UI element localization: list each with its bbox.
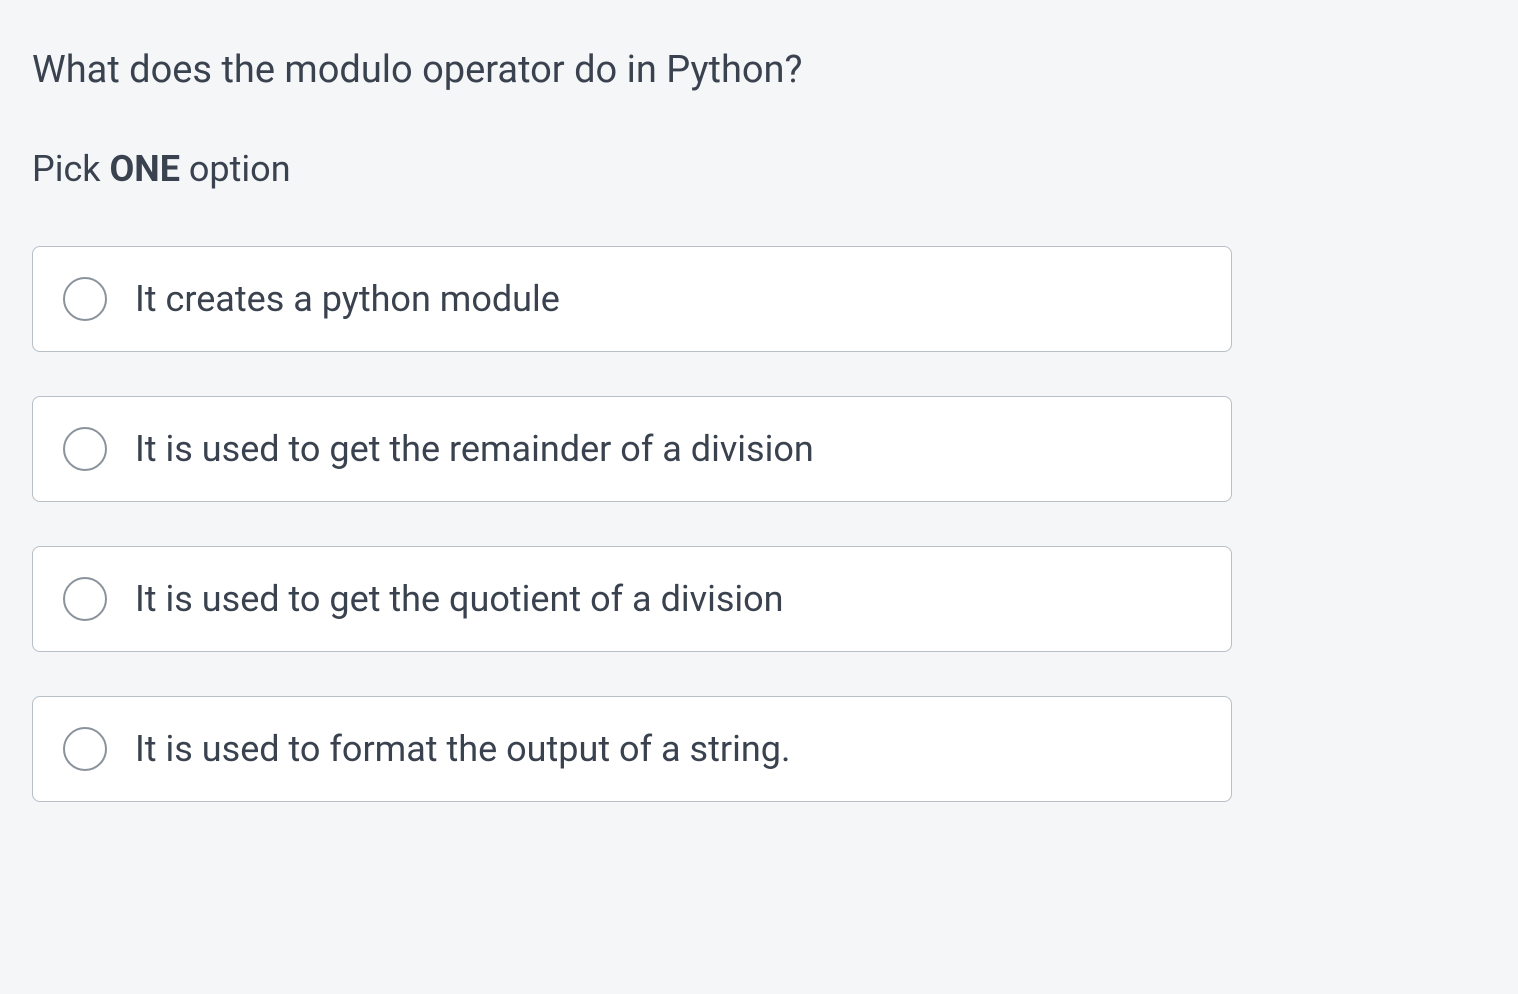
instruction-prefix: Pick — [32, 148, 109, 190]
option-2[interactable]: It is used to get the remainder of a div… — [32, 396, 1232, 502]
radio-circle-icon — [63, 277, 107, 321]
option-4[interactable]: It is used to format the output of a str… — [32, 696, 1232, 802]
radio-circle-icon — [63, 727, 107, 771]
options-container: It creates a python module It is used to… — [32, 246, 1232, 802]
instruction-suffix: option — [180, 148, 291, 190]
option-1[interactable]: It creates a python module — [32, 246, 1232, 352]
radio-circle-icon — [63, 577, 107, 621]
option-label: It creates a python module — [135, 278, 560, 320]
option-label: It is used to get the quotient of a divi… — [135, 578, 784, 620]
instruction-bold: ONE — [109, 148, 179, 190]
option-label: It is used to get the remainder of a div… — [135, 428, 814, 470]
option-3[interactable]: It is used to get the quotient of a divi… — [32, 546, 1232, 652]
question-text: What does the modulo operator do in Pyth… — [32, 48, 1486, 92]
option-label: It is used to format the output of a str… — [135, 728, 790, 770]
radio-circle-icon — [63, 427, 107, 471]
instruction-text: Pick ONE option — [32, 148, 1486, 190]
